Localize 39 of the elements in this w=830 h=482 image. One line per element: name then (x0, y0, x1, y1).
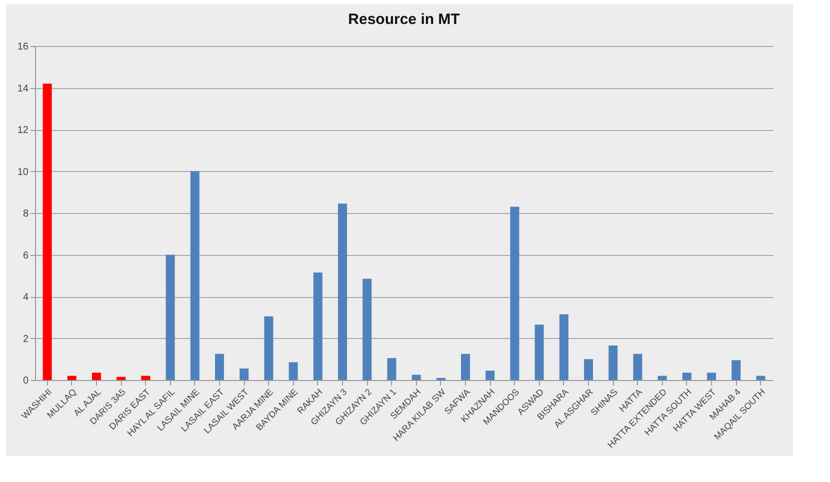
bar (534, 324, 544, 380)
bar (92, 372, 101, 380)
y-tick-label: 16 (17, 42, 29, 52)
bar (338, 204, 347, 380)
bar (658, 376, 667, 380)
bar (215, 354, 224, 380)
y-tick-label: 8 (22, 208, 29, 220)
bar (190, 171, 200, 380)
bar (584, 359, 593, 380)
bar (510, 206, 520, 380)
bar (559, 314, 568, 380)
bar (756, 376, 766, 380)
bar (288, 362, 298, 380)
bar (461, 354, 470, 380)
bar (486, 370, 495, 380)
bar (313, 272, 322, 380)
bar (116, 376, 126, 380)
y-tick-label: 10 (17, 166, 29, 178)
bar (387, 358, 396, 380)
y-tick-label: 12 (17, 125, 29, 136)
y-tick-label: 6 (22, 250, 29, 262)
bar (412, 374, 421, 380)
bar (633, 354, 642, 380)
bar (67, 376, 76, 380)
bar (240, 368, 249, 380)
y-tick-label: 4 (22, 292, 29, 303)
y-tick-label: 14 (17, 83, 29, 94)
bar (682, 372, 692, 380)
bar (141, 376, 150, 380)
y-tick-label: 2 (22, 334, 29, 345)
bar (166, 254, 175, 380)
bar (264, 316, 274, 380)
bar (732, 360, 741, 380)
bar (707, 372, 716, 380)
bar (608, 346, 618, 380)
y-tick-label: 0 (22, 376, 29, 386)
bar (362, 278, 372, 380)
bar (42, 84, 52, 380)
chart-title: Resource in MT (348, 11, 460, 28)
